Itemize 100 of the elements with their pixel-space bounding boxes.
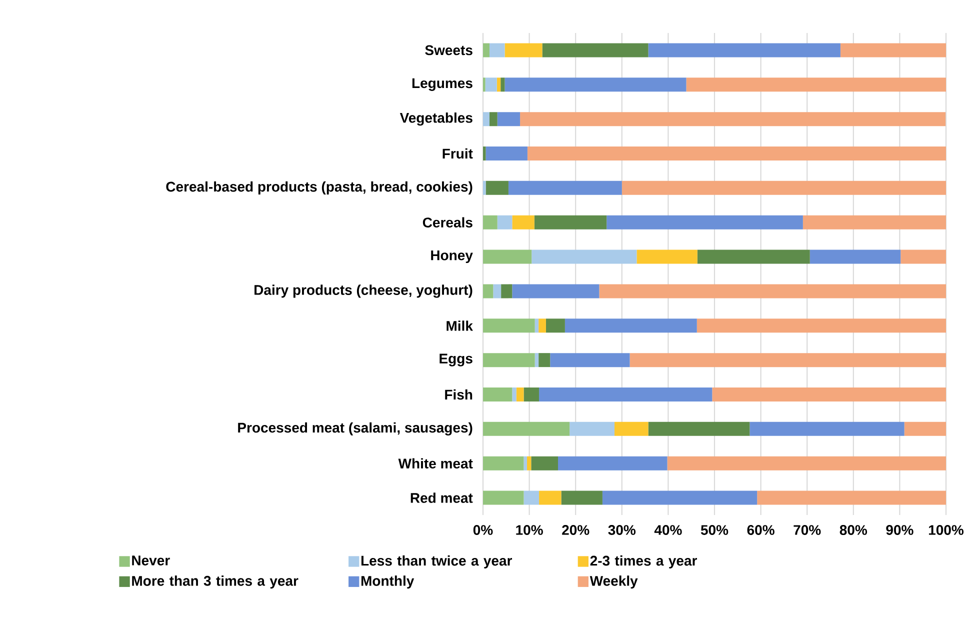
bar [904,422,946,436]
bar [802,215,946,230]
bar [486,180,508,195]
y-tick-label: Milk [446,320,473,331]
y-tick-label: Processed meat (salami, sausages) [238,422,472,436]
bar [486,146,528,160]
legend-label: Never [132,556,170,566]
bar [614,422,648,436]
bar [504,78,686,92]
x-tick-label: 30% [608,525,636,535]
bar [497,215,512,230]
bar [531,456,558,470]
x-tick-label: 40% [654,525,682,535]
bar [539,490,562,505]
y-tick-label: Sweets [425,45,472,56]
bar [900,250,946,264]
y-tick-label: Fruit [442,148,473,159]
bar [686,78,946,92]
bar [750,422,904,436]
bar [622,180,946,195]
bar [485,78,497,92]
bar [532,250,637,264]
x-tick-label: 10% [516,525,543,535]
bar [489,43,505,58]
x-tick-label: 80% [840,525,868,535]
bar [512,387,516,402]
bar [483,422,570,436]
bar [697,250,810,264]
bar [483,43,490,58]
x-tick-label: 0% [473,525,493,535]
bar [483,490,524,505]
bar [538,318,546,333]
bar [840,43,946,58]
bar [493,284,502,298]
bar [524,387,540,402]
bar [483,284,494,298]
bar [599,284,946,298]
bar [504,43,542,58]
y-tick-label: Legumes [412,78,472,91]
bar [483,318,535,333]
bar [546,318,565,333]
bar [483,387,512,402]
bar [512,284,600,298]
bar [524,456,527,470]
bar [757,490,946,505]
bar [542,43,648,58]
y-tick-label: Fish [445,389,472,400]
legend-label: Monthly [361,576,414,589]
bar [606,215,803,230]
bar [526,456,532,470]
bar [483,456,524,470]
bar [648,422,750,436]
bar [483,112,490,126]
bar [524,490,540,505]
bar [810,250,901,264]
x-tick-label: 70% [794,525,821,535]
bar [496,78,501,92]
bar [667,456,946,470]
x-tick-label: 60% [747,525,774,535]
bar [648,43,840,58]
bar [534,353,539,368]
y-tick-label: Vegetables [400,112,472,126]
bar [501,284,512,298]
bar [483,215,498,230]
bar [500,78,505,92]
bar [550,353,630,368]
bar [602,490,758,505]
bar [497,112,520,126]
bar [508,180,622,195]
x-tick-label: 50% [700,525,728,535]
bar [636,250,698,264]
bar [483,353,535,368]
bar [696,318,946,333]
bar [527,146,946,160]
x-tick-label: 90% [886,525,914,535]
legend-label: 2-3 times a year [590,555,697,568]
y-tick-label: White meat [398,458,473,468]
bar [630,353,946,368]
legend-label: Less than twice a year [361,555,512,568]
bar [483,250,532,264]
bar [483,146,486,160]
bar [512,215,534,230]
bar [483,180,486,195]
bar [534,215,607,230]
legend-label: More than 3 times a year [132,576,298,589]
bar [538,353,550,368]
bar [539,387,712,402]
bar [520,112,946,126]
y-tick-label: Cereal-based products (pasta, bread, cookies) [166,181,472,194]
bar [712,387,946,402]
y-tick-label: Cereals [422,217,472,228]
bar [564,318,697,333]
y-tick-label: Dairy products (cheese, yoghurt) [254,284,472,298]
x-tick-label: 100% [928,525,964,535]
legend-label: Weekly [590,576,638,589]
bar [489,112,498,126]
bar [516,387,524,402]
bar [570,422,614,436]
bar [534,318,539,333]
y-tick-label: Eggs [440,354,472,366]
